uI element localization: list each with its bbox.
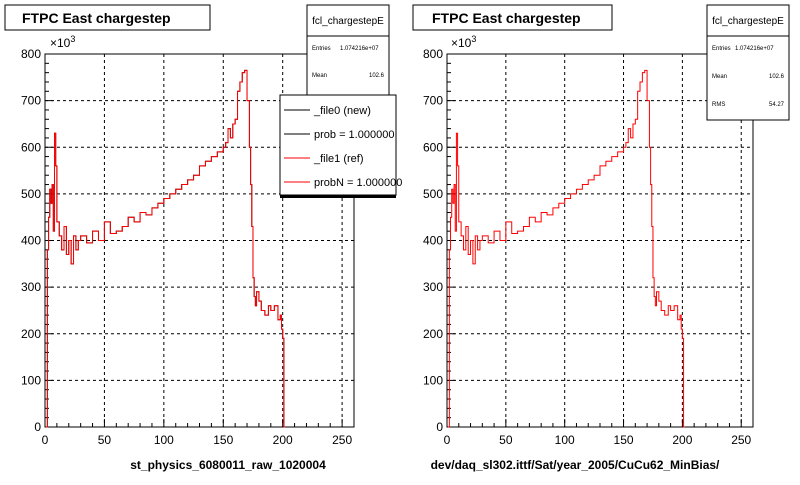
y-tick-label: 600 xyxy=(21,140,41,154)
stats-entries-value: 1.074216e+07 xyxy=(735,46,774,52)
y-axis: 0 100 200 300 400 500 600 700 800 xyxy=(21,47,53,434)
x-tick-label: 200 xyxy=(672,433,692,447)
y-tick-label: 200 xyxy=(423,327,443,341)
y-tick-label: 300 xyxy=(21,280,41,294)
legend-entry-label: prob = 1.000000 xyxy=(314,129,394,141)
stats-entries-value: 1.074216e+07 xyxy=(340,46,379,52)
series-line xyxy=(46,69,286,428)
y-axis: 0 100 200 300 400 500 600 700 800 xyxy=(423,47,455,434)
series-group xyxy=(46,69,286,428)
legend-shadow xyxy=(280,195,396,198)
x-axis-label: st_physics_6080011_raw_1020004 xyxy=(130,458,326,472)
stats-mean-value: 102.6 xyxy=(369,73,385,79)
stats-entries-label: Entries xyxy=(712,46,731,52)
legend-entry-label: _file1 (ref) xyxy=(313,153,364,165)
y-tick-label: 100 xyxy=(21,373,41,387)
stats-mean-value: 102.6 xyxy=(769,74,785,80)
stats-name: fcl_chargestepE xyxy=(312,16,384,27)
y-tick-label: 700 xyxy=(21,94,41,108)
y-tick-label: 0 xyxy=(34,420,41,434)
y-tick-label: 600 xyxy=(423,140,443,154)
title-box xyxy=(412,4,613,31)
legend-entry-label: _file0 (new) xyxy=(313,105,371,117)
series-group xyxy=(448,69,685,428)
y-tick-label: 400 xyxy=(21,234,41,248)
x-tick-label: 150 xyxy=(213,433,233,447)
x-axis: 0 50 100 150 200 250 xyxy=(42,419,355,447)
y-tick-label: 300 xyxy=(423,280,443,294)
stats-box xyxy=(706,4,790,121)
legend: _file0 (new) prob = 1.000000 _file1 (ref) p… xyxy=(279,94,402,198)
stats-rms-value: 54.27 xyxy=(769,102,785,108)
series-line xyxy=(448,69,685,428)
panel-right: FTPC East chargestep ×103 0 100 200 300 400 5… xyxy=(412,4,790,472)
x-tick-label: 100 xyxy=(154,433,174,447)
chart-title: FTPC East chargestep xyxy=(22,10,171,26)
x-tick-label: 0 xyxy=(42,433,49,447)
panel-left: FTPC East chargestep ×103 0 100 200 300 400 5… xyxy=(4,4,402,472)
y-tick-label: 500 xyxy=(21,187,41,201)
stats-rms-label: RMS xyxy=(712,102,725,108)
legend-entry-label: probN = 1.000000 xyxy=(314,177,402,189)
stats-mean-label: Mean xyxy=(712,74,727,80)
y-tick-label: 800 xyxy=(21,47,41,61)
grid-lines xyxy=(447,54,753,427)
y-tick-label: 400 xyxy=(423,234,443,248)
legend-frame xyxy=(279,94,397,196)
y-tick-label: 800 xyxy=(423,47,443,61)
x-tick-label: 50 xyxy=(499,433,513,447)
chart-title: FTPC East chargestep xyxy=(432,10,581,26)
y-exponent-label: ×103 xyxy=(451,34,476,50)
x-tick-label: 100 xyxy=(555,433,575,447)
stats-name: fcl_chargestepE xyxy=(712,16,784,27)
x-tick-label: 250 xyxy=(332,433,352,447)
stats-entries-label: Entries xyxy=(312,46,331,52)
x-tick-label: 0 xyxy=(444,433,451,447)
x-tick-label: 250 xyxy=(731,433,751,447)
y-tick-label: 500 xyxy=(423,187,443,201)
y-tick-label: 0 xyxy=(436,420,443,434)
x-tick-label: 150 xyxy=(614,433,634,447)
title-box xyxy=(4,4,211,31)
x-axis-label: dev/daq_sl302.ittf/Sat/year_2005/CuCu62_… xyxy=(431,458,720,472)
stats-mean-label: Mean xyxy=(312,73,327,79)
x-tick-label: 50 xyxy=(98,433,112,447)
y-exponent-label: ×103 xyxy=(50,34,75,50)
y-tick-label: 700 xyxy=(423,94,443,108)
y-tick-label: 200 xyxy=(21,327,41,341)
x-axis: 0 50 100 150 200 250 xyxy=(444,419,754,447)
x-tick-label: 200 xyxy=(273,433,293,447)
y-tick-label: 100 xyxy=(423,373,443,387)
